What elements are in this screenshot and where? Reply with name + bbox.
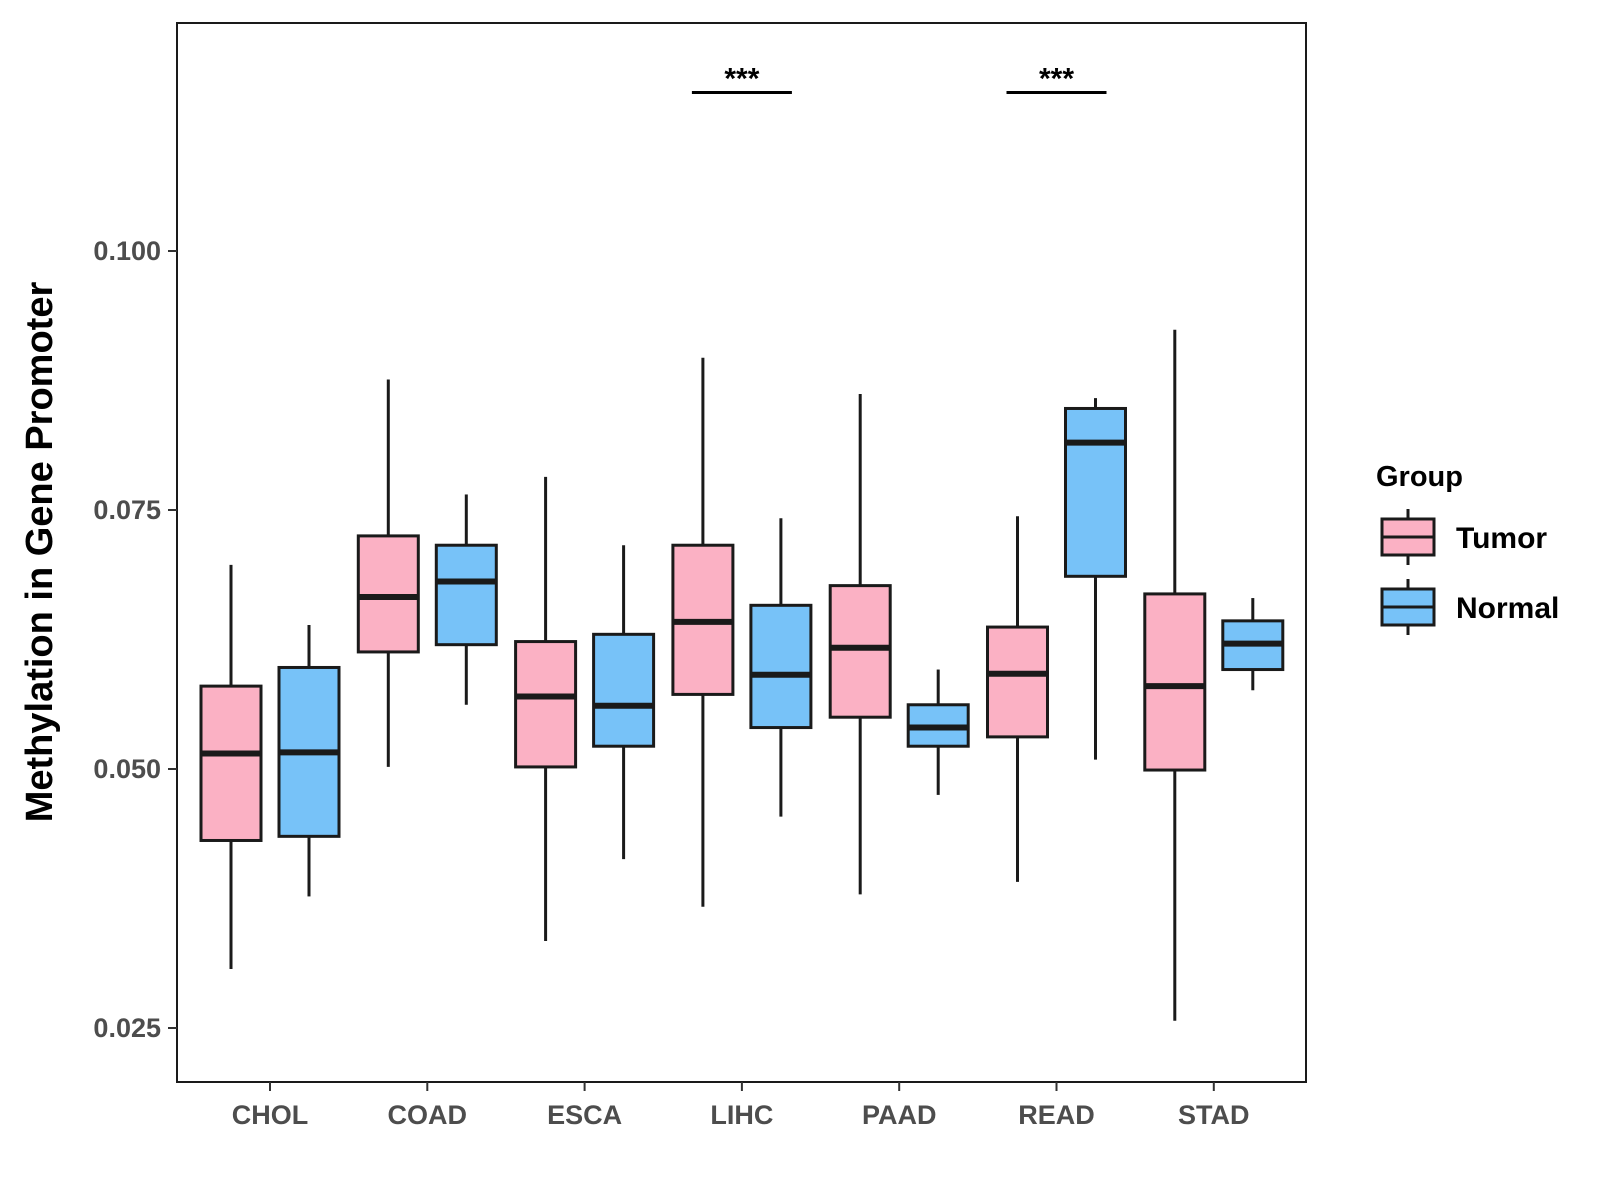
- x-tick-label-chol: CHOL: [232, 1100, 309, 1130]
- box-normal-chol: [277, 624, 341, 897]
- legend-title: Group: [1376, 461, 1463, 493]
- box-body: [1064, 406, 1127, 578]
- box-normal-lihc: [749, 518, 813, 817]
- axes: 0.025 0.050 0.075 0.100 CHOL COAD ESCA LIHC PAAD…: [93, 236, 1249, 1130]
- box-body: [434, 543, 498, 647]
- x-tick-label-paad: PAAD: [862, 1100, 937, 1130]
- box-normal-stad: [1221, 598, 1285, 691]
- box-body: [199, 684, 263, 842]
- box-body: [749, 603, 813, 730]
- legend-item-normal: Normal: [1380, 579, 1559, 635]
- significance-label: ***: [1039, 62, 1074, 95]
- box-tumor-chol: [199, 564, 263, 969]
- plot-area: *** ***: [199, 62, 1285, 1021]
- y-axis-title: Methylation in Gene Promoter: [19, 282, 61, 823]
- box-tumor-read: [986, 516, 1049, 882]
- box-body: [514, 640, 578, 769]
- legend-item-tumor: Tumor: [1380, 509, 1547, 565]
- box-normal-read: [1064, 398, 1127, 760]
- legend-label: Tumor: [1456, 522, 1547, 555]
- legend: Group Tumor Normal: [1376, 461, 1559, 635]
- significance-label: ***: [724, 62, 759, 95]
- legend-label: Normal: [1456, 592, 1559, 625]
- box-tumor-esca: [514, 476, 578, 941]
- x-tick-label-esca: ESCA: [547, 1100, 622, 1130]
- x-tick-label-lihc: LIHC: [710, 1100, 773, 1130]
- box-normal-esca: [592, 545, 656, 860]
- y-tick-label: 0.050: [93, 754, 161, 784]
- box-body: [1143, 592, 1207, 772]
- box-tumor-lihc: [671, 357, 735, 907]
- box-normal-paad: [906, 669, 970, 795]
- box-body: [356, 534, 420, 654]
- box-tumor-paad: [828, 393, 892, 895]
- box-normal-coad: [434, 494, 498, 705]
- box-body: [828, 584, 892, 719]
- x-tick-label-read: READ: [1018, 1100, 1095, 1130]
- x-tick-label-coad: COAD: [388, 1100, 468, 1130]
- box-body: [986, 625, 1049, 739]
- y-tick-label: 0.025: [93, 1013, 161, 1043]
- box-tumor-stad: [1143, 329, 1207, 1021]
- box-body: [592, 632, 656, 748]
- box-tumor-coad: [356, 379, 420, 767]
- y-tick-label: 0.075: [93, 495, 161, 525]
- x-tick-label-stad: STAD: [1178, 1100, 1250, 1130]
- y-tick-label: 0.100: [93, 236, 161, 266]
